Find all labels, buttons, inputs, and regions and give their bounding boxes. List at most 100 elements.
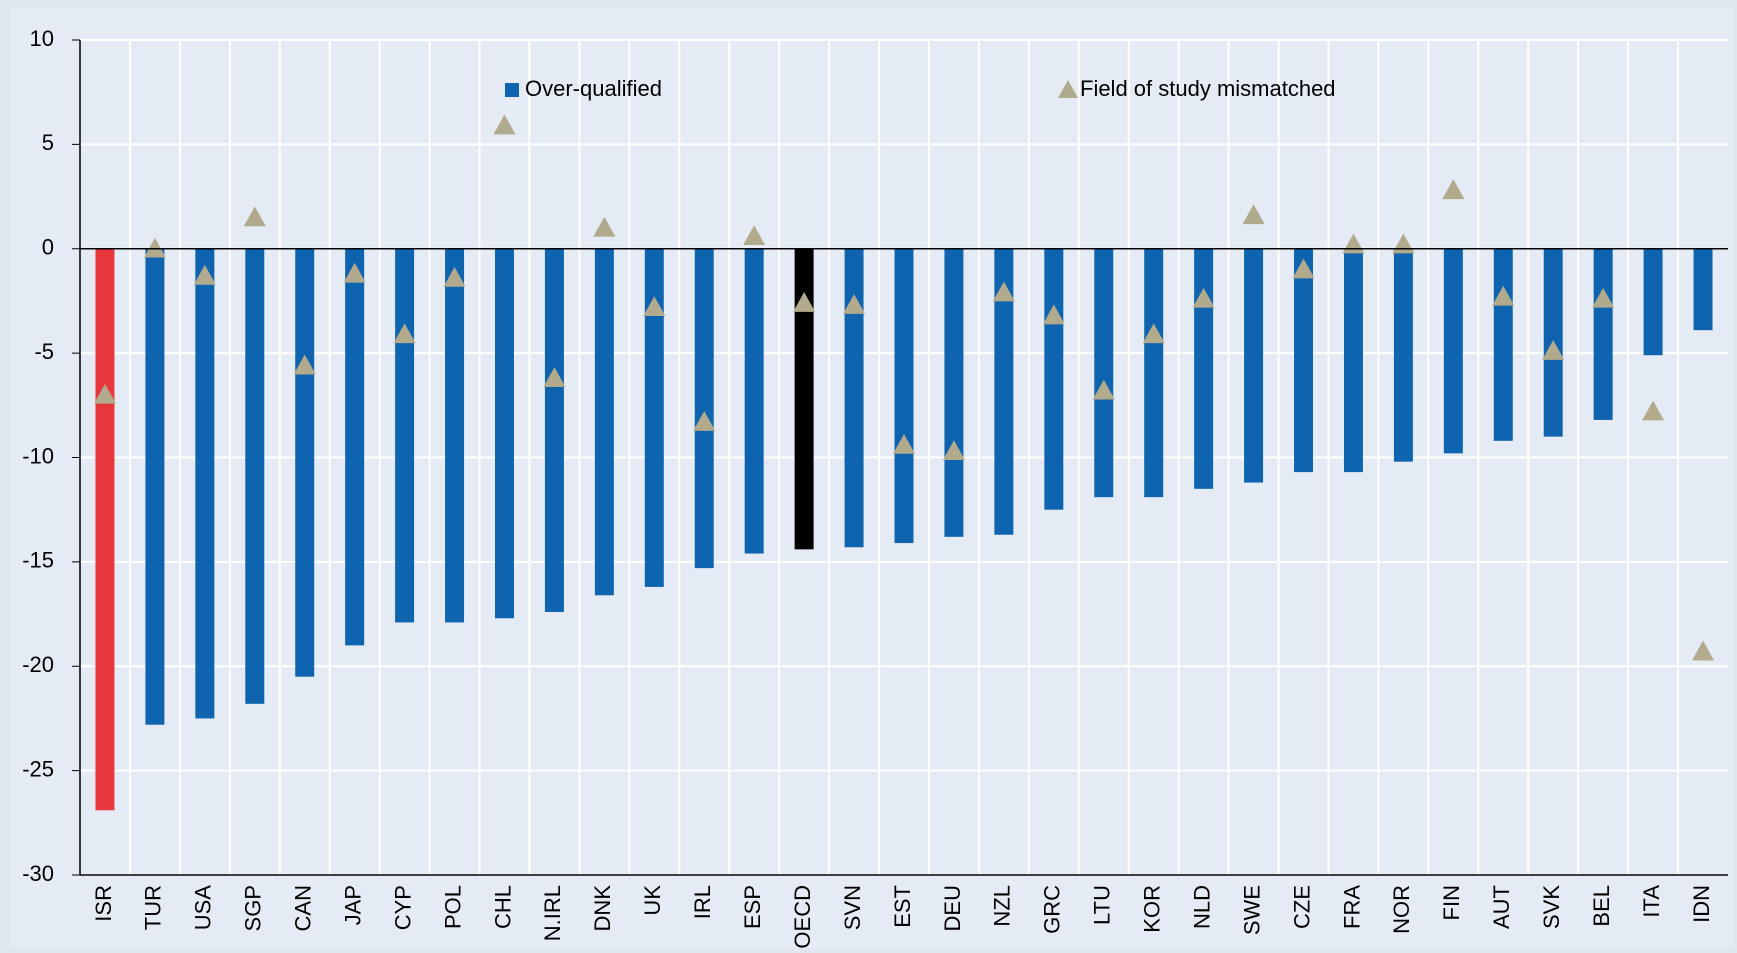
x-tick-label: KOR [1140, 885, 1165, 933]
triangle-marker [193, 264, 216, 285]
x-tick-label: FRA [1339, 885, 1364, 929]
triangle-marker [93, 383, 116, 404]
x-tick-label: SGP [241, 885, 266, 931]
triangle-marker [1042, 304, 1065, 325]
bar [1343, 248, 1363, 473]
y-tick-label: -20 [22, 652, 54, 677]
triangle-marker [1642, 400, 1665, 421]
bar [944, 248, 964, 537]
bar [1044, 248, 1064, 510]
triangle-marker [1192, 287, 1215, 308]
x-tick-label: NOR [1389, 885, 1414, 934]
x-tick-label: NZL [990, 885, 1015, 927]
bar [1094, 248, 1114, 498]
triangle-marker [293, 354, 316, 375]
y-tick-label: 0 [42, 235, 54, 260]
bar [1194, 248, 1214, 489]
x-tick-label: GRC [1040, 885, 1065, 934]
legend-label: Over-qualified [525, 76, 662, 101]
triangle-marker [1292, 258, 1315, 279]
triangle-marker [243, 206, 266, 227]
triangle-marker [942, 440, 965, 461]
y-tick-label: 5 [42, 130, 54, 155]
x-tick-label: USA [191, 885, 216, 931]
triangle-marker [393, 323, 416, 344]
legend-label: Field of study mismatched [1080, 76, 1336, 101]
triangle-marker [1492, 285, 1515, 306]
bar [544, 248, 564, 612]
x-tick-label: IRL [690, 885, 715, 919]
triangle-marker [992, 281, 1015, 302]
x-tick-label: EST [890, 885, 915, 928]
triangle-marker [493, 114, 516, 135]
bar [1643, 248, 1663, 356]
bar [345, 248, 365, 646]
triangle-marker [143, 237, 166, 258]
legend-swatch [505, 83, 519, 97]
triangle-marker [893, 433, 915, 454]
x-tick-label: CZE [1289, 885, 1314, 929]
x-tick-label: UK [640, 885, 665, 916]
bar [994, 248, 1014, 535]
triangle-marker [1592, 287, 1615, 308]
triangle-marker [1142, 323, 1165, 344]
y-tick-label: -15 [22, 548, 54, 573]
x-tick-label: IDN [1689, 885, 1714, 923]
triangle-marker [543, 367, 566, 387]
bar [95, 248, 115, 811]
x-tick-label: SVN [840, 885, 865, 930]
x-tick-label: N.IRL [540, 885, 565, 941]
y-tick-label: -30 [22, 861, 54, 886]
x-tick-label: DEU [940, 885, 965, 931]
x-tick-label: NLD [1189, 885, 1214, 929]
triangle-marker [1092, 379, 1115, 400]
x-tick-label: SWE [1239, 885, 1264, 935]
bar [744, 248, 764, 554]
bar [1593, 248, 1613, 420]
bar [395, 248, 415, 623]
triangle-marker [593, 216, 616, 237]
x-tick-label: DNK [590, 885, 615, 932]
x-tick-label: BEL [1589, 885, 1614, 927]
x-tick-label: TUR [141, 885, 166, 930]
bar [1693, 248, 1713, 331]
triangle-marker [1542, 340, 1565, 360]
triangle-marker [643, 296, 666, 316]
bar [195, 248, 215, 719]
x-tick-label: FIN [1439, 885, 1464, 920]
bar [694, 248, 714, 569]
y-tick-label: -5 [34, 339, 54, 364]
bar [245, 248, 265, 704]
triangle-marker [693, 411, 716, 431]
x-tick-label: JAP [340, 885, 365, 925]
x-tick-label: OECD [790, 885, 815, 949]
bar [494, 248, 514, 619]
bar [1443, 248, 1463, 454]
legend-swatch [1058, 80, 1078, 98]
x-tick-label: CYP [390, 885, 415, 930]
x-tick-label: CHL [490, 885, 515, 929]
x-tick-label: AUT [1489, 885, 1514, 929]
triangle-marker [793, 292, 816, 312]
bar [445, 248, 465, 623]
bar [844, 248, 864, 548]
x-tick-label: ESP [740, 885, 765, 929]
triangle-marker [1442, 179, 1465, 200]
bar [1294, 248, 1314, 473]
triangle-marker [843, 294, 866, 314]
triangle-marker [1692, 640, 1715, 661]
y-tick-label: -25 [22, 756, 54, 781]
bar [145, 248, 165, 725]
bar [594, 248, 614, 596]
bar [644, 248, 664, 587]
bar [794, 248, 814, 550]
y-tick-label: -10 [22, 443, 54, 468]
x-tick-label: LTU [1090, 885, 1115, 925]
chart-area [10, 8, 1734, 948]
bar [1393, 248, 1413, 462]
x-tick-label: SVK [1539, 885, 1564, 929]
bar [1493, 248, 1513, 441]
bar [295, 248, 315, 677]
bar [1144, 248, 1164, 498]
